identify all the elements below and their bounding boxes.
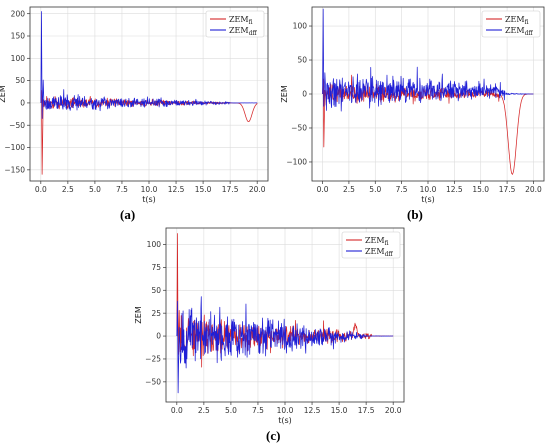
- legend-label-dff: ZEMdff: [229, 26, 257, 37]
- legend-label-dff: ZEMdff: [505, 26, 533, 37]
- y-tick-label: −50: [291, 124, 307, 133]
- x-tick-label: 10.0: [420, 185, 437, 194]
- x-tick-label: 12.5: [168, 185, 185, 194]
- x-tick-label: 7.5: [116, 185, 128, 194]
- y-tick-label: −100: [4, 143, 25, 152]
- x-tick-label: 12.5: [304, 406, 321, 415]
- x-tick-label: 10.0: [277, 406, 294, 415]
- y-tick-label: 25: [151, 309, 161, 318]
- x-tick-label: 15.0: [472, 185, 489, 194]
- y-tick-label: 150: [11, 32, 26, 41]
- panel-label-b: (b): [407, 207, 423, 222]
- x-axis-label: t(s): [142, 195, 156, 204]
- x-tick-label: 5.0: [89, 185, 101, 194]
- x-tick-label: 0.0: [317, 185, 329, 194]
- chart-panel-c: 0.0 2.5 5.0 7.5 10.0 12.5 15.0 17.5 20.0 100 75 50 2…: [134, 227, 405, 425]
- x-tick-label: 0.0: [171, 406, 183, 415]
- y-tick-label: 0: [302, 90, 307, 99]
- legend-label-fi: ZEMfi: [365, 236, 389, 247]
- x-tick-label: 2.5: [62, 185, 74, 194]
- y-tick-label: 0: [156, 332, 161, 341]
- legend-label-fi: ZEMfi: [505, 15, 529, 26]
- x-tick-label: 12.5: [446, 185, 463, 194]
- y-tick-label: −25: [145, 355, 161, 364]
- y-tick-label: 0: [20, 99, 25, 108]
- y-tick-label: 50: [151, 286, 161, 295]
- y-tick-label: 100: [11, 54, 26, 63]
- y-axis-label: ZEM: [134, 306, 143, 324]
- y-tick-label: −100: [286, 158, 307, 167]
- x-tick-label: 0.0: [35, 185, 47, 194]
- y-tick-label: −150: [4, 165, 25, 174]
- x-tick-label: 20.0: [525, 185, 542, 194]
- panel-label-c: (c): [266, 428, 281, 443]
- x-tick-label: 17.5: [222, 185, 239, 194]
- x-tick-label: 7.5: [396, 185, 408, 194]
- x-tick-label: 7.5: [252, 406, 264, 415]
- y-tick-label: 50: [15, 76, 25, 85]
- y-tick-label: −50: [145, 377, 161, 386]
- chart-panel-b: 0.0 2.5 5.0 7.5 10.0 12.5 15.0 17.5 20.0 100 50 0 −5…: [280, 6, 545, 204]
- series-line-dff: [322, 8, 534, 112]
- y-tick-label: 100: [147, 240, 162, 249]
- x-tick-label: 15.0: [195, 185, 212, 194]
- x-axis-label: t(s): [421, 195, 435, 204]
- x-tick-label: 17.5: [358, 406, 375, 415]
- series-line-dff: [40, 11, 258, 119]
- legend-label-dff: ZEMdff: [365, 247, 393, 258]
- x-tick-label: 15.0: [331, 406, 348, 415]
- y-axis-label: ZEM: [280, 85, 289, 103]
- x-tick-label: 5.0: [369, 185, 381, 194]
- y-tick-label: 75: [151, 263, 161, 272]
- x-tick-label: 2.5: [198, 406, 210, 415]
- panel-label-a: (a): [120, 207, 136, 222]
- x-tick-label: 10.0: [141, 185, 158, 194]
- y-axis-label: ZEM: [0, 85, 7, 103]
- x-tick-label: 2.5: [343, 185, 355, 194]
- y-tick-label: −50: [9, 121, 25, 130]
- x-tick-label: 17.5: [499, 185, 516, 194]
- x-tick-label: 20.0: [385, 406, 402, 415]
- y-tick-label: 100: [293, 22, 308, 31]
- chart-panel-a: 0.0 2.5 5.0 7.5 10.0 12.5 15.0 17.5 20.0 200 150 10…: [0, 6, 269, 204]
- y-tick-label: 200: [11, 9, 26, 18]
- series-line-dff: [176, 296, 394, 394]
- y-tick-label: 50: [297, 56, 307, 65]
- x-tick-label: 20.0: [249, 185, 266, 194]
- legend-label-fi: ZEMfi: [229, 15, 253, 26]
- x-tick-label: 5.0: [225, 406, 237, 415]
- x-axis-label: t(s): [278, 416, 292, 425]
